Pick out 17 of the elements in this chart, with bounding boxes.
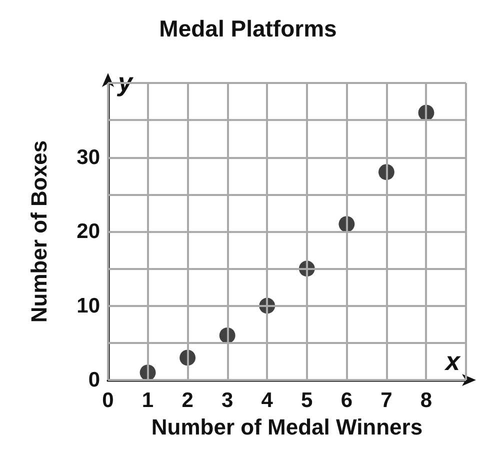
x-tick-label: 7 (380, 389, 392, 412)
x-tick-label: 8 (420, 389, 432, 412)
x-tick-label: 2 (182, 389, 194, 412)
y-tick-label: 10 (76, 294, 100, 318)
x-tick-label: 0 (102, 389, 114, 412)
annotation: x (444, 346, 462, 376)
y-tick-label: 30 (76, 146, 100, 169)
x-tick-label: 6 (340, 389, 353, 412)
x-tick-label: 5 (301, 389, 314, 412)
x-tick-label: 1 (142, 389, 154, 412)
x-axis-title: Number of Medal Winners (151, 414, 423, 440)
x-tick-label: 4 (261, 389, 274, 412)
x-tick-label: 3 (221, 389, 234, 412)
chart-title: Medal Platforms (159, 16, 337, 42)
y-axis-title: Number of Boxes (26, 140, 52, 323)
y-tick-label: 20 (76, 220, 100, 243)
y-tick-label: 0 (88, 368, 100, 392)
